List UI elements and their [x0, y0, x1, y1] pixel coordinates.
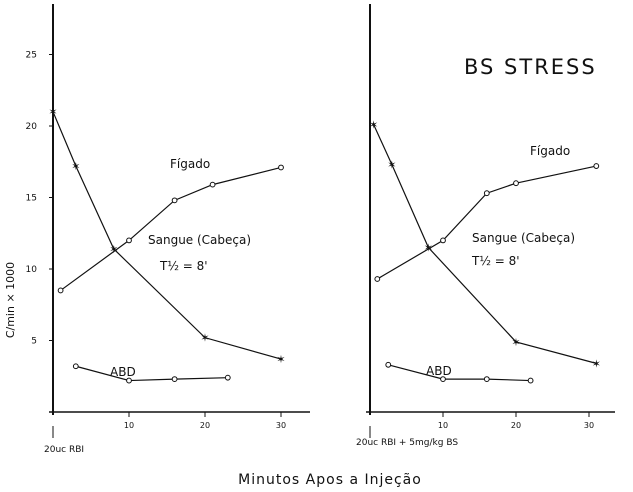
series-label-abd: ABD [426, 364, 452, 378]
data-point-sangue-cabeca: ✶ [200, 332, 209, 345]
x-axis-label: Minutos Apos a Injeção [238, 472, 422, 488]
data-point-figado [374, 276, 381, 282]
data-point-abd [171, 376, 178, 383]
data-point-figado [440, 237, 446, 244]
data-point-sangue-cabeca: ✶ [424, 242, 433, 255]
half-life-annotation: T½ = 8' [471, 254, 520, 268]
left-panel: 10 20 30 5 10 15 20 25 20uc RBI Fígado ✶ ✶ ✶ ✶ ✶ Sangue… [26, 4, 310, 455]
data-point-figado [513, 180, 519, 187]
y-tick-label: 25 [26, 51, 37, 61]
series-label-abd: ABD [110, 365, 136, 379]
series-line-abd [388, 364, 531, 382]
series-label-sangue-cabeca: Sangue (Cabeça) [472, 231, 575, 245]
data-point-abd [527, 377, 534, 384]
data-point-figado [278, 164, 284, 171]
data-point-sangue-cabeca: ✶ [276, 353, 285, 366]
data-point-figado [209, 181, 216, 188]
x-tick-label: 10 [438, 421, 448, 430]
data-point-figado [171, 197, 178, 204]
data-point-abd [483, 376, 490, 383]
y-tick-label: 15 [26, 194, 37, 204]
data-point-sangue-cabeca: ✶ [369, 119, 378, 132]
data-point-figado [57, 287, 64, 294]
x-tick-label: 30 [276, 421, 286, 430]
injection-label: 20uc RBI + 5mg/kg BS [356, 438, 458, 448]
y-axis-label: C/min × 1000 [4, 262, 17, 338]
data-point-abd [224, 374, 231, 381]
data-point-sangue-cabeca: ✶ [592, 357, 601, 370]
right-panel: 10 20 30 20uc RBI + 5mg/kg BS BS STRESS Fígad… [356, 4, 615, 448]
data-point-figado [483, 190, 490, 197]
data-point-abd [385, 361, 392, 368]
data-point-figado [126, 237, 132, 244]
series-line-sangue-cabeca [52, 111, 282, 360]
series-label-figado: Fígado [170, 157, 210, 171]
x-tick-label: 10 [124, 421, 134, 430]
y-tick-label: 10 [26, 265, 38, 275]
data-point-sangue-cabeca: ✶ [387, 159, 396, 172]
series-line-abd [75, 365, 228, 382]
x-tick-label: 20 [200, 421, 210, 430]
y-tick-label: 5 [31, 337, 37, 347]
series-line-sangue-cabeca [373, 124, 597, 364]
series-label-sangue-cabeca: Sangue (Cabeça) [148, 233, 251, 247]
data-point-abd [126, 377, 132, 384]
data-point-sangue-cabeca: ✶ [511, 336, 520, 349]
data-point-sangue-cabeca: ✶ [109, 243, 118, 256]
data-point-abd [440, 376, 446, 383]
x-tick-label: 20 [511, 421, 521, 430]
x-tick-label: 30 [584, 421, 594, 430]
half-life-annotation: T½ = 8' [159, 259, 208, 273]
data-point-abd [72, 363, 79, 370]
injection-label: 20uc RBI [44, 445, 84, 455]
data-point-sangue-cabeca: ✶ [48, 106, 57, 119]
series-label-figado: Fígado [530, 144, 570, 158]
data-point-sangue-cabeca: ✶ [71, 160, 80, 173]
data-point-figado [593, 163, 600, 169]
chart-title: BS STRESS [464, 55, 597, 79]
y-tick-label: 20 [26, 122, 38, 132]
